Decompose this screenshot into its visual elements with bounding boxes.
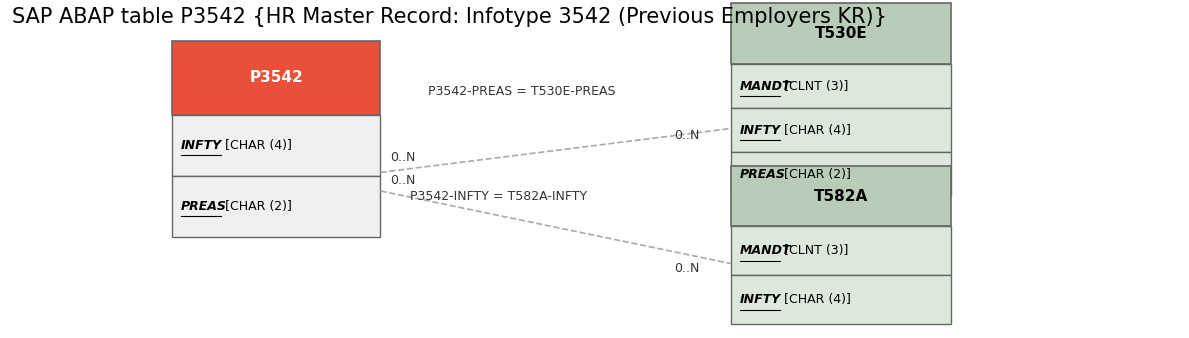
Text: 0..N: 0..N (674, 262, 699, 275)
Text: [CLNT (3)]: [CLNT (3)] (780, 80, 849, 93)
Text: INFTY: INFTY (740, 124, 781, 137)
Bar (731, 3, 951, 64)
Bar (731, 226, 951, 275)
Text: [CHAR (2)]: [CHAR (2)] (221, 200, 292, 213)
Text: MANDT: MANDT (740, 80, 791, 93)
Text: [CHAR (4)]: [CHAR (4)] (780, 124, 851, 137)
Text: PREAS: PREAS (740, 168, 786, 180)
Bar (731, 64, 951, 108)
Text: INFTY: INFTY (181, 139, 222, 152)
Text: PREAS: PREAS (181, 200, 227, 213)
Text: [CHAR (4)]: [CHAR (4)] (780, 293, 851, 307)
Text: P3542-PREAS = T530E-PREAS: P3542-PREAS = T530E-PREAS (428, 85, 616, 98)
Bar (731, 275, 951, 324)
Text: [CLNT (3)]: [CLNT (3)] (780, 244, 849, 258)
Text: 0..N: 0..N (390, 174, 415, 187)
Text: P3542: P3542 (250, 70, 303, 85)
Text: 0..N: 0..N (390, 151, 415, 164)
Text: T530E: T530E (814, 26, 868, 41)
Text: P3542-INFTY = T582A-INFTY: P3542-INFTY = T582A-INFTY (410, 190, 587, 202)
Bar (731, 152, 951, 196)
Bar (172, 176, 380, 237)
Text: [CHAR (4)]: [CHAR (4)] (221, 139, 292, 152)
Bar (731, 108, 951, 152)
Bar (172, 41, 380, 115)
Text: MANDT: MANDT (740, 244, 791, 258)
Text: SAP ABAP table P3542 {HR Master Record: Infotype 3542 (Previous Employers KR)}: SAP ABAP table P3542 {HR Master Record: … (12, 7, 887, 27)
Text: INFTY: INFTY (740, 293, 781, 307)
Bar (731, 166, 951, 226)
Bar (172, 115, 380, 176)
Text: [CHAR (2)]: [CHAR (2)] (780, 168, 851, 180)
Text: T582A: T582A (814, 189, 868, 203)
Text: 0..N: 0..N (674, 129, 699, 142)
